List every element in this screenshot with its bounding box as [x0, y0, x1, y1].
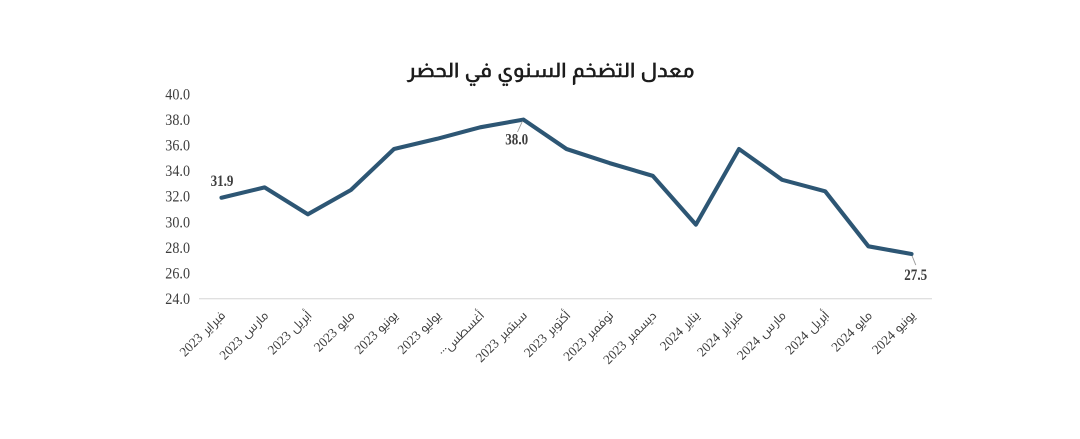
svg-text:36.0: 36.0 [165, 138, 190, 155]
svg-text:30.0: 30.0 [165, 214, 190, 231]
svg-text:34.0: 34.0 [165, 163, 190, 180]
svg-text:27.5: 27.5 [904, 267, 927, 284]
svg-text:24.0: 24.0 [165, 291, 190, 308]
svg-text:38.0: 38.0 [165, 112, 190, 129]
svg-text:40.0: 40.0 [165, 86, 190, 103]
svg-text:38.0: 38.0 [505, 132, 528, 149]
svg-text:31.9: 31.9 [211, 173, 234, 190]
svg-text:26.0: 26.0 [165, 266, 190, 283]
svg-text:28.0: 28.0 [165, 240, 190, 257]
svg-text:32.0: 32.0 [165, 189, 190, 206]
